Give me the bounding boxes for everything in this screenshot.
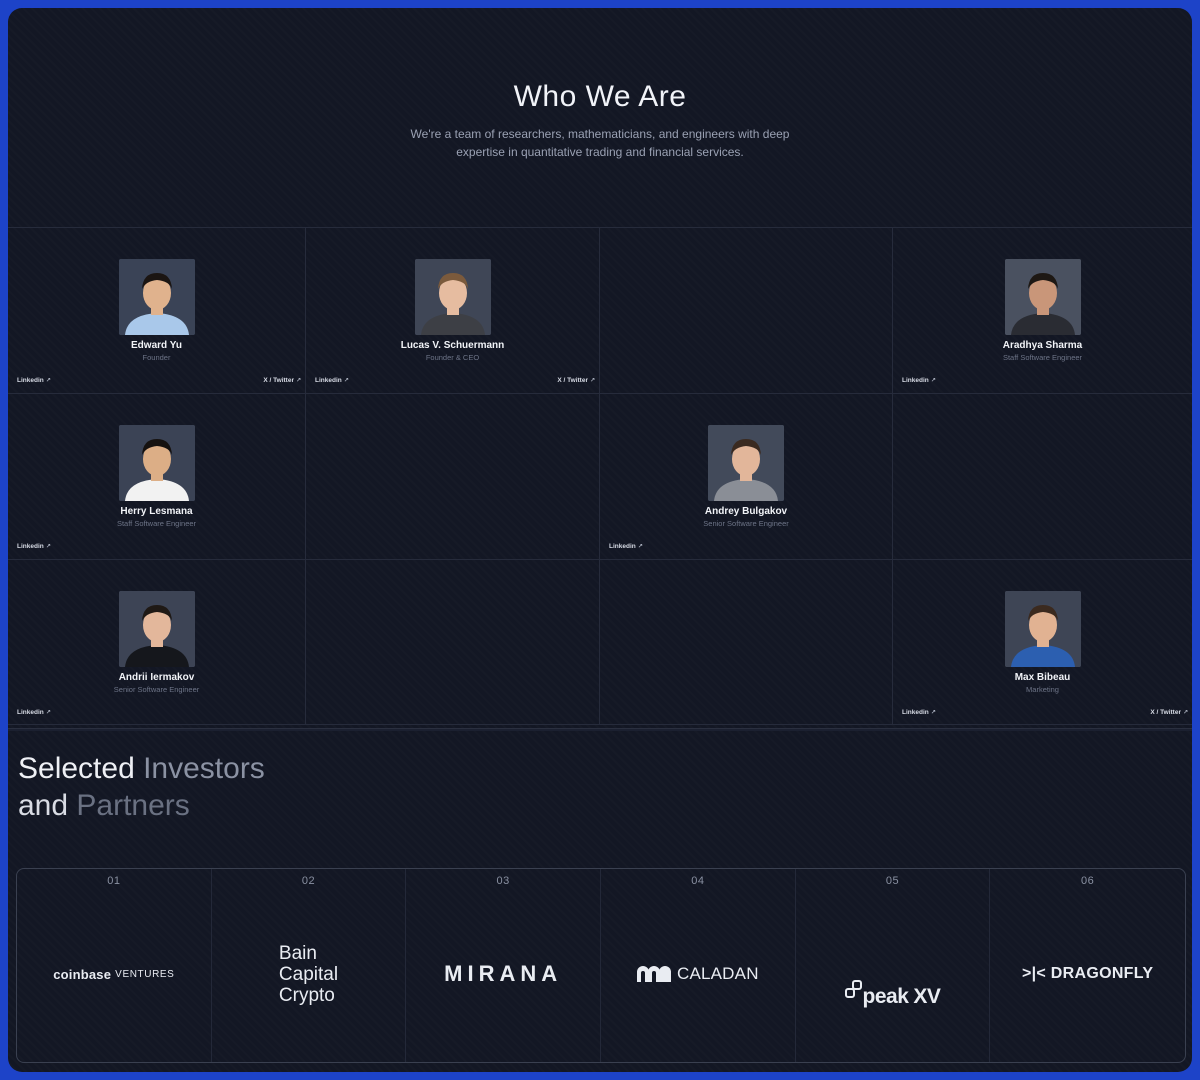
team-card: Herry Lesmana Staff Software Engineer Li…: [8, 394, 306, 560]
member-role: Marketing: [1026, 685, 1059, 694]
team-card: Lucas V. Schuermann Founder & CEO Linked…: [306, 228, 600, 394]
peak-xv-logo: peak XV: [796, 939, 990, 1009]
external-arrow-icon: ↗: [637, 544, 643, 550]
linkedin-link[interactable]: Linkedin ↗: [902, 377, 936, 384]
portrait-image: [118, 591, 195, 667]
portrait-image: [1004, 259, 1081, 335]
team-grid: Edward Yu Founder Linkedin ↗ X / Twitter ↗…: [8, 227, 1192, 725]
partner-number: 02: [301, 875, 316, 887]
member-role: Senior Software Engineer: [113, 685, 200, 694]
caladan-mark-icon: [636, 966, 671, 982]
member-role: Founder & CEO: [425, 353, 480, 362]
who-we-are-section: Who We Are We're a team of researchers, …: [8, 8, 1192, 227]
member-name: Herry Lesmana: [120, 506, 193, 517]
avatar: [708, 425, 784, 501]
mirana-logo: MIRANA: [444, 961, 563, 986]
dragonfly-logo: >|< DRAGONFLY: [1021, 965, 1154, 982]
external-arrow-icon: ↗: [295, 378, 301, 384]
avatar: [118, 591, 195, 667]
linkedin-link[interactable]: Linkedin ↗: [315, 377, 349, 384]
external-arrow-icon: ↗: [589, 378, 595, 384]
linkedin-link[interactable]: Linkedin ↗: [17, 709, 51, 716]
external-arrow-icon: ↗: [45, 710, 51, 716]
partner-card[interactable]: 02 Bain Capital Crypto: [212, 869, 407, 1062]
section-subtitle: We're a team of researchers, mathematici…: [410, 127, 790, 159]
partner-number: 06: [1081, 875, 1095, 887]
partners-grid: 01 coinbase VENTURES 02 Bain Capital Cryp…: [16, 868, 1186, 1063]
linkedin-link[interactable]: Linkedin ↗: [17, 377, 51, 384]
team-card: Andrey Bulgakov Senior Software Engineer…: [600, 394, 893, 560]
external-arrow-icon: ↗: [45, 378, 51, 384]
linkedin-link[interactable]: Linkedin ↗: [902, 709, 936, 716]
empty-cell: [306, 394, 600, 560]
avatar: [118, 425, 195, 501]
member-name: Aradhya Sharma: [1002, 340, 1083, 351]
empty-cell: [893, 394, 1192, 560]
partner-card[interactable]: 05 peak XV: [796, 869, 991, 1062]
member-role: Staff Software Engineer: [1002, 353, 1083, 362]
twitter-link[interactable]: X / Twitter ↗: [557, 377, 595, 384]
member-role: Senior Software Engineer: [703, 519, 789, 528]
external-arrow-icon: ↗: [343, 378, 349, 384]
linkedin-link[interactable]: Linkedin ↗: [17, 543, 51, 550]
external-arrow-icon: ↗: [1182, 710, 1188, 716]
empty-cell: [600, 228, 893, 394]
linkedin-link[interactable]: Linkedin ↗: [609, 543, 643, 550]
team-card: Edward Yu Founder Linkedin ↗ X / Twitter ↗: [8, 228, 306, 394]
caladan-logo: CALADAN: [601, 939, 795, 1009]
member-name: Lucas V. Schuermann: [400, 340, 505, 351]
twitter-link[interactable]: X / Twitter ↗: [263, 377, 301, 384]
team-card: Max Bibeau Marketing Linkedin ↗ X / Twitt…: [893, 560, 1192, 725]
portrait-image: [118, 425, 195, 501]
avatar: [1004, 259, 1081, 335]
section-title: Who We Are: [513, 80, 687, 113]
investors-title: Selected Investors and Partners: [18, 752, 265, 822]
twitter-link[interactable]: X / Twitter ↗: [1150, 709, 1188, 716]
coinbase-ventures-logo: coinbase VENTURES: [53, 966, 175, 982]
portrait-image: [414, 259, 491, 335]
partner-number: 01: [107, 875, 121, 887]
partner-card[interactable]: 04 CALADAN: [601, 869, 796, 1062]
page-frame: Who We Are We're a team of researchers, …: [8, 8, 1192, 1072]
portrait-image: [1004, 591, 1081, 667]
partner-number: 04: [691, 875, 705, 887]
team-card: Andrii Iermakov Senior Software Engineer…: [8, 560, 306, 725]
bain-capital-crypto-logo: Bain Capital Crypto: [278, 942, 339, 1006]
external-arrow-icon: ↗: [45, 544, 51, 550]
avatar: [414, 259, 491, 335]
avatar: [1004, 591, 1081, 667]
portrait-image: [708, 425, 784, 501]
partner-number: 03: [496, 875, 510, 887]
member-name: Andrey Bulgakov: [704, 506, 788, 517]
member-role: Staff Software Engineer: [116, 519, 197, 528]
team-card: Aradhya Sharma Staff Software Engineer L…: [893, 228, 1192, 394]
empty-cell: [306, 560, 600, 725]
peak-mark-icon: [844, 980, 862, 998]
partner-card[interactable]: 03 MIRANA: [406, 869, 601, 1062]
partner-card[interactable]: 01 coinbase VENTURES: [17, 869, 212, 1062]
external-arrow-icon: ↗: [930, 378, 936, 384]
member-name: Max Bibeau: [1014, 672, 1071, 683]
member-name: Edward Yu: [131, 340, 182, 351]
section-divider: [8, 728, 1192, 731]
external-arrow-icon: ↗: [930, 710, 936, 716]
partner-number: 05: [885, 875, 900, 887]
avatar: [118, 259, 195, 335]
empty-cell: [600, 560, 893, 725]
member-name: Andrii Iermakov: [118, 672, 195, 683]
partner-card[interactable]: 06 >|< DRAGONFLY: [990, 869, 1185, 1062]
portrait-image: [118, 259, 195, 335]
member-role: Founder: [142, 353, 171, 362]
